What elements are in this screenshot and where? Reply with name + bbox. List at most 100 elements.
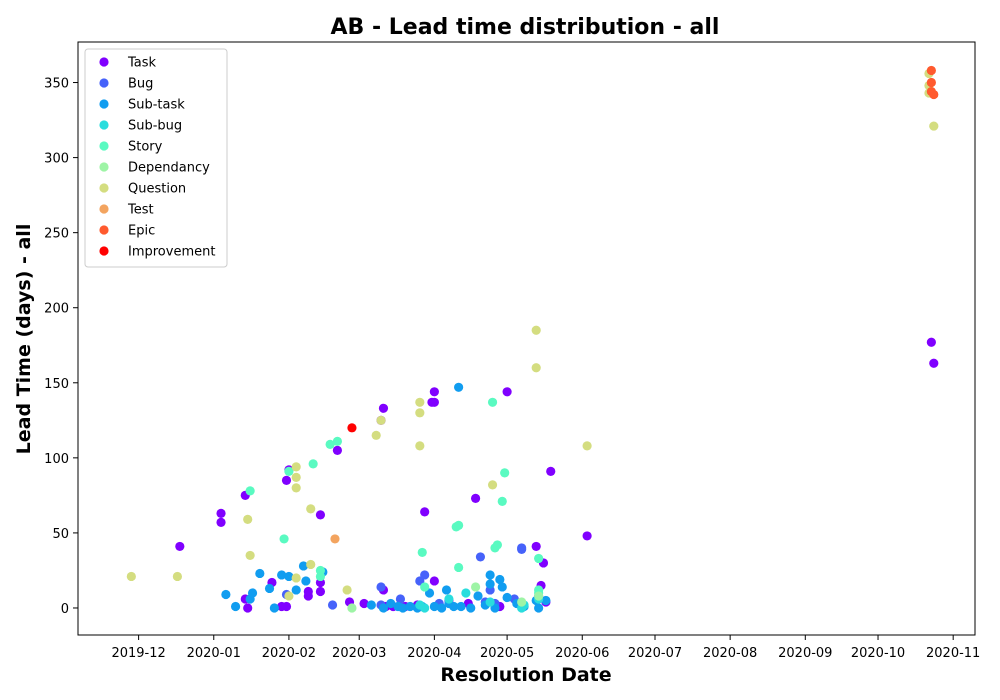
data-point — [243, 603, 253, 613]
data-point — [281, 601, 292, 612]
data-point — [332, 436, 343, 446]
legend-label: Bug — [128, 77, 153, 92]
data-point — [420, 507, 430, 517]
data-point — [405, 601, 415, 612]
data-point — [531, 325, 541, 335]
data-point — [492, 540, 503, 550]
data-point — [315, 586, 326, 597]
legend-marker — [99, 99, 109, 109]
data-point — [284, 571, 294, 582]
data-point — [929, 121, 939, 131]
data-point — [327, 600, 338, 610]
legend-label: Test — [127, 203, 154, 218]
data-point — [230, 601, 241, 612]
data-point — [456, 601, 466, 612]
data-point — [126, 571, 136, 582]
data-point — [470, 493, 481, 503]
plot-area-frame — [77, 41, 976, 636]
legend-marker — [99, 120, 109, 130]
legend-marker — [99, 141, 109, 151]
legend-label: Sub-task — [128, 98, 185, 113]
data-point — [378, 603, 389, 613]
data-point — [429, 576, 439, 586]
y-tick-label: 100 — [44, 452, 69, 467]
data-point — [269, 603, 279, 613]
data-point — [415, 408, 425, 418]
data-point — [247, 588, 258, 598]
data-point — [454, 520, 464, 531]
y-tick-label: 0 — [61, 602, 69, 617]
data-point — [366, 600, 376, 610]
data-point — [301, 576, 311, 586]
y-axis-ticks: 0 50 100 150 200 250 300 350 — [44, 77, 78, 617]
data-point — [461, 588, 471, 598]
data-point — [325, 439, 335, 449]
legend-box — [84, 48, 228, 268]
legend-label: Epic — [128, 224, 155, 239]
data-point — [420, 570, 430, 580]
data-point — [306, 559, 316, 570]
data-point — [175, 541, 185, 552]
data-point — [342, 585, 352, 595]
data-point — [255, 568, 265, 579]
legend-marker — [99, 225, 109, 235]
data-point — [449, 601, 459, 612]
data-point — [437, 603, 447, 613]
data-point — [291, 462, 301, 472]
data-point — [298, 561, 309, 571]
data-point — [497, 582, 507, 592]
data-point — [291, 483, 301, 493]
y-tick-label: 50 — [52, 527, 69, 542]
x-tick-label: 2019-12 — [111, 646, 165, 661]
data-point — [429, 601, 439, 612]
data-point — [926, 65, 936, 76]
y-tick-label: 200 — [44, 302, 69, 317]
data-point — [485, 570, 495, 580]
data-point — [926, 337, 936, 347]
data-point — [291, 585, 301, 595]
data-points — [126, 65, 939, 613]
data-point — [485, 597, 495, 607]
data-point — [502, 387, 512, 397]
data-point — [582, 531, 592, 541]
data-point — [534, 603, 544, 613]
y-tick-label: 300 — [44, 152, 69, 167]
legend-marker — [99, 78, 109, 88]
data-point — [291, 573, 301, 583]
legend-marker — [99, 204, 109, 214]
data-point — [371, 430, 381, 440]
data-point — [541, 595, 551, 606]
data-point — [485, 579, 495, 589]
data-point — [216, 508, 226, 518]
legend-marker — [99, 183, 109, 193]
data-point — [243, 514, 253, 525]
legend-marker — [99, 57, 109, 67]
data-point — [245, 550, 255, 561]
data-point — [417, 547, 427, 558]
data-point — [347, 423, 357, 433]
y-tick-label: 150 — [44, 377, 69, 392]
data-point — [517, 544, 527, 555]
data-point — [546, 466, 556, 476]
data-point — [415, 397, 425, 407]
data-point — [315, 571, 326, 582]
data-point — [279, 534, 289, 544]
data-point — [245, 486, 255, 496]
x-tick-label: 2020-06 — [555, 646, 609, 661]
data-point — [216, 517, 226, 528]
data-point — [277, 570, 287, 580]
data-point — [330, 534, 340, 544]
data-point — [429, 387, 439, 397]
y-tick-label: 250 — [44, 227, 69, 242]
data-point — [495, 574, 505, 585]
data-point — [291, 472, 301, 482]
data-point — [473, 591, 483, 601]
data-point — [475, 552, 486, 562]
data-point — [926, 77, 936, 88]
data-point — [487, 480, 498, 490]
x-tick-label: 2020-03 — [332, 646, 386, 661]
data-point — [378, 403, 389, 413]
data-point — [466, 603, 476, 613]
data-point — [415, 441, 425, 451]
